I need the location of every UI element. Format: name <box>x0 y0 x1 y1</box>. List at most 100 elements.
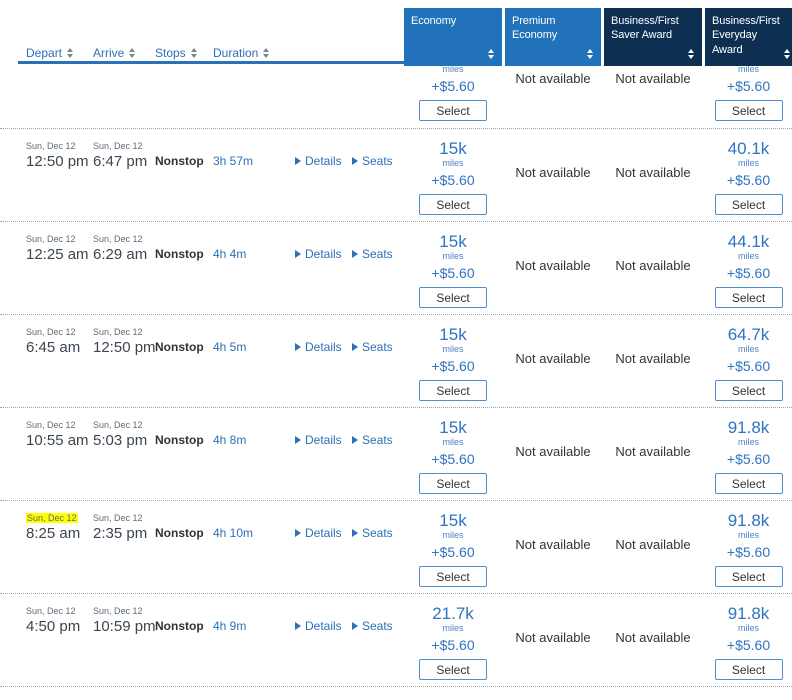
miles-value: 64.7k <box>727 325 770 344</box>
column-header-depart[interactable]: Depart <box>26 46 74 60</box>
flight-row: Sun, Dec 12 12:50 pm Sun, Dec 12 6:47 pm… <box>0 128 792 221</box>
fees-value: +$5.60 <box>431 265 475 281</box>
seats-link[interactable]: Seats <box>352 154 393 168</box>
column-header-premium-economy[interactable]: Premium Economy <box>505 8 601 66</box>
seats-link[interactable]: Seats <box>352 526 393 540</box>
sort-icon <box>587 49 593 59</box>
fare-cell-economy: 15k miles +$5.60 Select <box>404 129 502 221</box>
triangle-right-icon <box>352 529 358 537</box>
fare-cell-economy: 15k miles +$5.60 Select <box>404 408 502 500</box>
details-link[interactable]: Details <box>295 433 342 447</box>
details-label: Details <box>305 619 342 633</box>
arrive-date: Sun, Dec 12 <box>93 420 147 431</box>
depart-date: Sun, Dec 12 <box>26 606 80 617</box>
sort-icon <box>67 48 74 58</box>
select-button[interactable]: Select <box>419 194 487 215</box>
miles-value: 15k <box>439 418 467 437</box>
flight-rows: miles +$5.60 Select Not available Not av… <box>0 66 792 687</box>
flight-row-partial-content: miles +$5.60 Select Not available Not av… <box>0 66 792 128</box>
select-button[interactable]: Select <box>714 473 783 494</box>
select-button[interactable]: Select <box>714 659 783 680</box>
fare-cell-everyday: 91.8k miles +$5.60 Select <box>705 594 792 686</box>
miles-value: 15k <box>439 325 467 344</box>
seats-label: Seats <box>362 247 393 261</box>
seats-link[interactable]: Seats <box>352 619 393 633</box>
select-button[interactable]: Select <box>714 380 783 401</box>
triangle-right-icon <box>352 436 358 444</box>
flight-row: Sun, Dec 12 10:55 am Sun, Dec 12 5:03 pm… <box>0 407 792 500</box>
select-button[interactable]: Select <box>714 287 783 308</box>
column-header-arrive[interactable]: Arrive <box>93 46 136 60</box>
select-button[interactable]: Select <box>714 100 783 121</box>
fare-cell-saver: Not available <box>604 222 702 314</box>
depart-time: 12:50 pm <box>26 153 89 170</box>
not-available-text: Not available <box>515 351 591 366</box>
select-button[interactable]: Select <box>419 380 487 401</box>
table-header: Depart Arrive Stops Duration Economy Pre… <box>0 0 792 66</box>
not-available-text: Not available <box>615 71 691 86</box>
arrive-date-text: Sun, Dec 12 <box>93 327 143 337</box>
fees-value: +$5.60 <box>726 78 771 94</box>
select-button[interactable]: Select <box>714 194 783 215</box>
triangle-right-icon <box>352 622 358 630</box>
miles-value: 21.7k <box>432 604 474 623</box>
arrive-date: Sun, Dec 12 <box>93 141 147 152</box>
select-button[interactable]: Select <box>419 659 487 680</box>
fare-cells: 15k miles +$5.60 Select Not available No… <box>404 129 792 221</box>
details-link[interactable]: Details <box>295 247 342 261</box>
select-button[interactable]: Select <box>419 566 487 587</box>
triangle-right-icon <box>295 436 301 444</box>
not-available-text: Not available <box>515 630 591 645</box>
details-label: Details <box>305 526 342 540</box>
details-link[interactable]: Details <box>295 340 342 354</box>
not-available-text: Not available <box>615 444 691 459</box>
arrive-cell: Sun, Dec 12 10:59 pm <box>93 606 156 635</box>
column-header-business-first-saver[interactable]: Business/First Saver Award <box>604 8 702 66</box>
fare-cell-economy: 15k miles +$5.60 Select <box>404 222 502 314</box>
seats-link[interactable]: Seats <box>352 433 393 447</box>
select-button[interactable]: Select <box>714 566 783 587</box>
column-header-economy[interactable]: Economy <box>404 8 502 66</box>
arrive-date: Sun, Dec 12 <box>93 234 147 245</box>
arrive-date-text: Sun, Dec 12 <box>93 420 143 430</box>
depart-column-label: Depart <box>26 46 63 60</box>
flight-row: Sun, Dec 12 6:45 am Sun, Dec 12 12:50 pm… <box>0 314 792 407</box>
fare-cell-saver: Not available <box>604 66 702 128</box>
depart-cell: Sun, Dec 12 6:45 am <box>26 327 80 356</box>
details-link[interactable]: Details <box>295 619 342 633</box>
miles-label: miles <box>442 344 464 354</box>
depart-date: Sun, Dec 12 <box>26 234 89 245</box>
fare-cell-everyday: 64.7k miles +$5.60 Select <box>705 315 792 407</box>
depart-date-text: Sun, Dec 12 <box>26 420 76 430</box>
duration-value: 3h 57m <box>213 154 254 168</box>
fare-cell-economy: 15k miles +$5.60 Select <box>404 501 502 593</box>
select-button[interactable]: Select <box>419 287 487 308</box>
miles-label: miles <box>442 530 464 540</box>
miles-value: 15k <box>439 139 467 158</box>
seats-link[interactable]: Seats <box>352 247 393 261</box>
seats-link[interactable]: Seats <box>352 340 393 354</box>
arrive-time: 2:35 pm <box>93 525 148 542</box>
column-header-duration[interactable]: Duration <box>213 46 270 60</box>
details-link[interactable]: Details <box>295 154 342 168</box>
arrive-time: 6:29 am <box>93 246 148 263</box>
sort-icon <box>190 48 197 58</box>
column-header-business-first-everyday[interactable]: Business/First Everyday Award <box>705 8 792 66</box>
sort-icon <box>129 48 136 58</box>
depart-date-text-highlighted: Sun, Dec 12 <box>26 513 78 523</box>
fare-cells: 15k miles +$5.60 Select Not available No… <box>404 315 792 407</box>
fare-cell-everyday: 44.1k miles +$5.60 Select <box>705 222 792 314</box>
fare-cell-premium: Not available <box>505 129 601 221</box>
depart-date-text: Sun, Dec 12 <box>26 327 76 337</box>
select-button[interactable]: Select <box>419 100 487 121</box>
arrive-cell: Sun, Dec 12 2:35 pm <box>93 513 147 542</box>
economy-column-label: Economy <box>411 15 457 27</box>
not-available-text: Not available <box>615 258 691 273</box>
details-link[interactable]: Details <box>295 526 342 540</box>
select-button[interactable]: Select <box>419 473 487 494</box>
not-available-text: Not available <box>515 537 591 552</box>
miles-value: 91.8k <box>727 418 770 437</box>
stops-value: Nonstop <box>155 340 204 354</box>
column-header-stops[interactable]: Stops <box>155 46 197 60</box>
